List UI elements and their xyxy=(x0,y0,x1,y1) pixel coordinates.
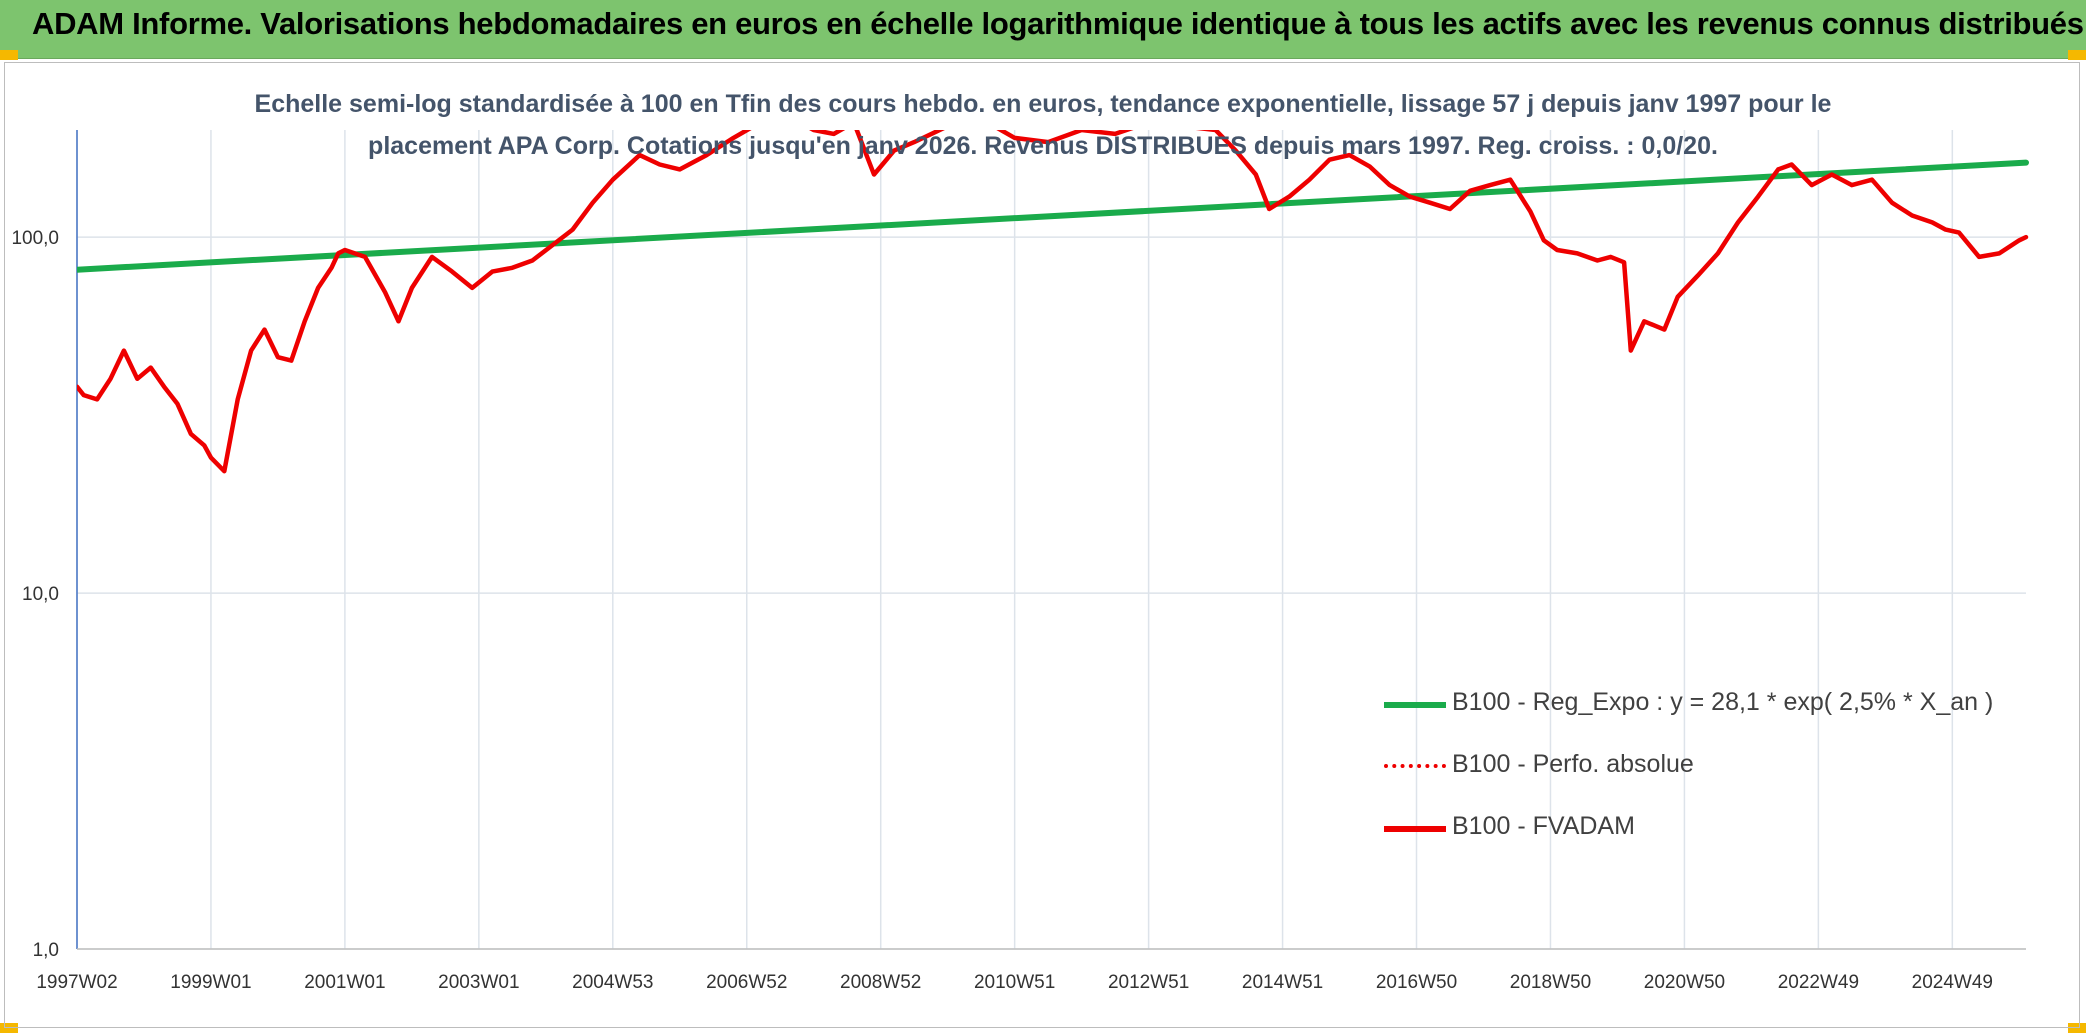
y-tick-label: 1,0 xyxy=(33,940,59,961)
legend-label-perfo-absolue: B100 - Perfo. absolue xyxy=(1452,750,1694,778)
x-tick-label: 2018W50 xyxy=(1510,972,1591,993)
x-tick-label: 2010W51 xyxy=(974,972,1055,993)
series-fvadam-line xyxy=(77,130,2029,474)
x-tick-label: 2006W52 xyxy=(706,972,787,993)
page-title: ADAM Informe. Valorisations hebdomadaire… xyxy=(32,6,2084,41)
x-tick-label: 1997W02 xyxy=(36,972,117,993)
x-tick-label: 2022W49 xyxy=(1778,972,1859,993)
x-tick-label: 2004W53 xyxy=(572,972,653,993)
legend-swatch-reg-expo xyxy=(1384,702,1446,708)
x-tick-label: 2016W50 xyxy=(1376,972,1457,993)
series-reg-expo-line xyxy=(77,159,2029,273)
chart-subtitle-line2: placement APA Corp. Cotations jusqu'en j… xyxy=(368,132,1718,160)
corner-accent xyxy=(0,50,18,60)
legend-swatch-perfo-absolue xyxy=(1384,764,1446,768)
x-tick-label: 2003W01 xyxy=(438,972,519,993)
x-tick-label: 2001W01 xyxy=(304,972,385,993)
corner-accent xyxy=(2068,1023,2086,1033)
x-tick-label: 2008W52 xyxy=(840,972,921,993)
legend-swatch-fvadam xyxy=(1384,826,1446,832)
x-tick-label: 2012W51 xyxy=(1108,972,1189,993)
x-tick-label: 1999W01 xyxy=(170,972,251,993)
corner-accent xyxy=(2068,50,2086,60)
chart-frame xyxy=(4,62,2080,1028)
x-tick-label: 2020W50 xyxy=(1644,972,1725,993)
y-tick-label: 10,0 xyxy=(22,584,59,605)
legend-label-fvadam: B100 - FVADAM xyxy=(1452,812,1635,840)
x-tick-label: 2014W51 xyxy=(1242,972,1323,993)
header-banner: ADAM Informe. Valorisations hebdomadaire… xyxy=(0,0,2086,59)
legend-label-reg-expo: B100 - Reg_Expo : y = 28,1 * exp( 2,5% *… xyxy=(1452,688,1994,716)
chart-subtitle-line1: Echelle semi-log standardisée à 100 en T… xyxy=(254,90,1832,118)
x-tick-label: 2024W49 xyxy=(1912,972,1993,993)
corner-accent xyxy=(0,1023,18,1033)
y-tick-label: 100,0 xyxy=(11,228,59,249)
